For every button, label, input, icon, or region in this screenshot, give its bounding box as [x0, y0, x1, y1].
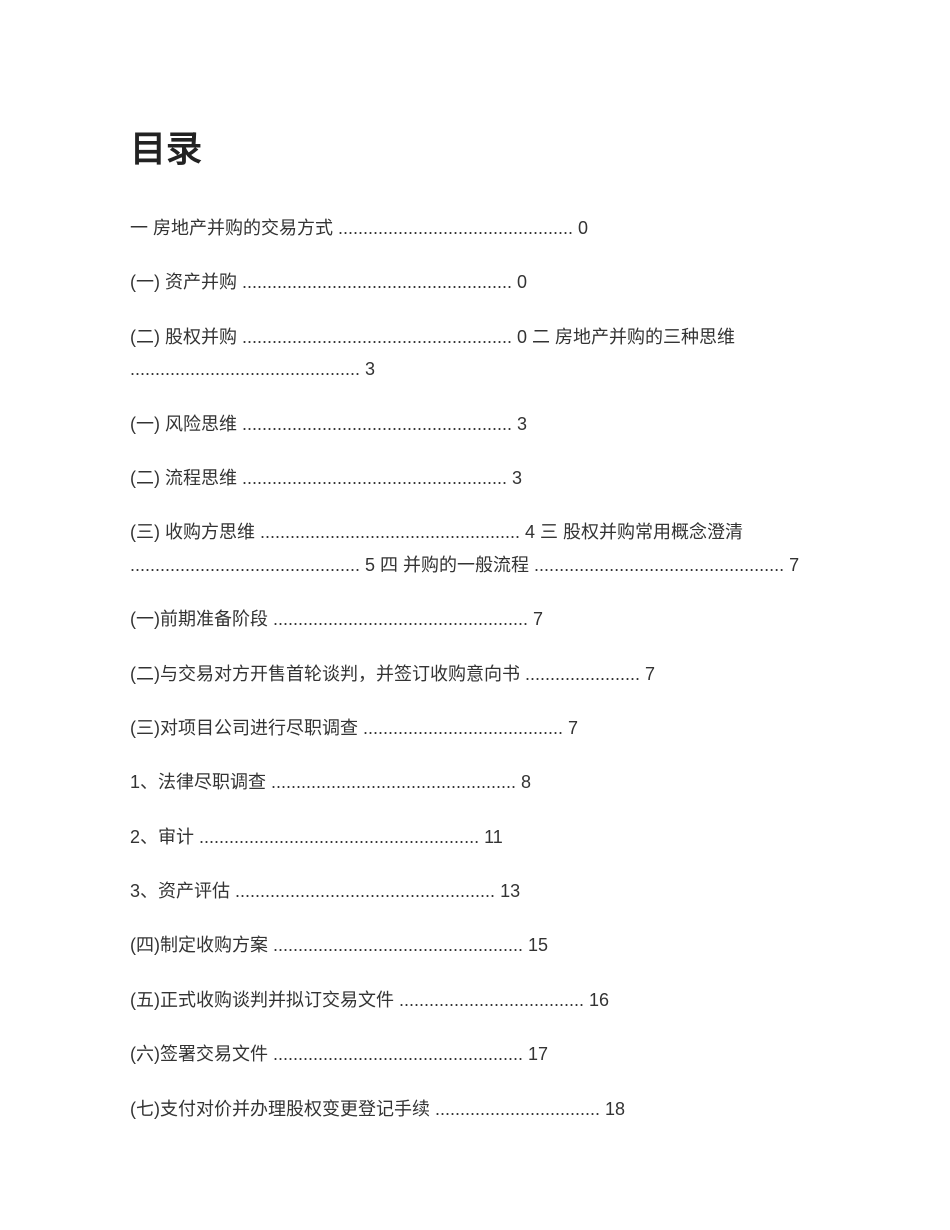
toc-entry: (三) 收购方思维 ..............................…: [130, 516, 820, 581]
toc-entry: (一) 资产并购 ...............................…: [130, 266, 820, 298]
toc-entry: (二)与交易对方开售首轮谈判，并签订收购意向书 ................…: [130, 658, 820, 690]
toc-entry: (二) 流程思维 ...............................…: [130, 462, 820, 494]
toc-entry: 2、审计 ...................................…: [130, 821, 820, 853]
toc-entry: 1、法律尽职调查 ...............................…: [130, 766, 820, 798]
toc-entry: (六)签署交易文件 ..............................…: [130, 1038, 820, 1070]
toc-entry: (四)制定收购方案 ..............................…: [130, 929, 820, 961]
toc-entry: (一) 风险思维 ...............................…: [130, 408, 820, 440]
toc-entry: (二) 股权并购 ...............................…: [130, 321, 820, 386]
toc-entry: (三)对项目公司进行尽职调查 .........................…: [130, 712, 820, 744]
toc-entry: (七)支付对价并办理股权变更登记手续 .....................…: [130, 1093, 820, 1125]
toc-entry: (一)前期准备阶段 ..............................…: [130, 603, 820, 635]
toc-entry: 一 房地产并购的交易方式 ...........................…: [130, 212, 820, 244]
toc-entry: (五)正式收购谈判并拟订交易文件 .......................…: [130, 984, 820, 1016]
toc-entry: 3、资产评估 .................................…: [130, 875, 820, 907]
page-title: 目录: [130, 120, 820, 172]
